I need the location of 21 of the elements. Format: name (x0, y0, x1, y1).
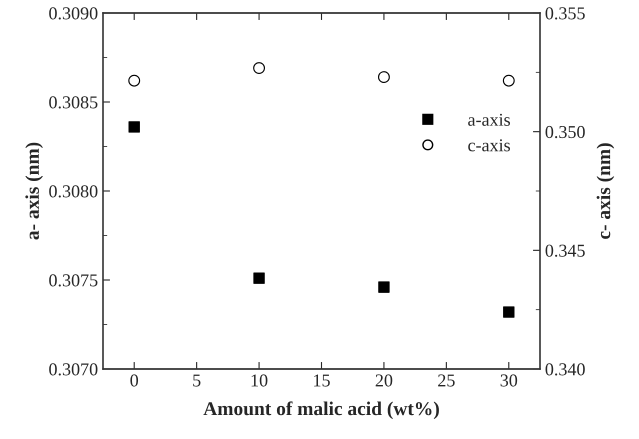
x-tick-label: 10 (252, 374, 268, 387)
legend-label: a-axis (468, 114, 510, 126)
x-tick-label: 0 (130, 374, 138, 387)
y-axis-title: a- axis (nm) (25, 142, 43, 240)
y-tick-label: 0.3090 (49, 7, 98, 20)
x-tick-label: 5 (193, 374, 200, 387)
x-axis-title: Amount of malic acid (wt%) (203, 401, 439, 420)
legend-label: c-axis (468, 139, 510, 152)
y-tick-label: 0.3075 (49, 274, 98, 287)
x-tick-label: 20 (376, 374, 392, 387)
y2-tick-label: 0.355 (546, 7, 585, 20)
y2-tick-label: 0.345 (546, 244, 585, 257)
y-tick-label: 0.3070 (49, 363, 98, 376)
y-tick-label: 0.3085 (49, 96, 98, 109)
x-tick-label: 30 (500, 374, 518, 387)
y2-axis-title: c- axis (nm) (596, 143, 614, 239)
x-tick-label: 25 (438, 374, 455, 387)
y2-tick-label: 0.350 (546, 126, 585, 138)
x-tick-label: 15 (314, 374, 330, 387)
y-tick-label: 0.3080 (49, 185, 98, 198)
y2-tick-label: 0.340 (546, 363, 585, 376)
